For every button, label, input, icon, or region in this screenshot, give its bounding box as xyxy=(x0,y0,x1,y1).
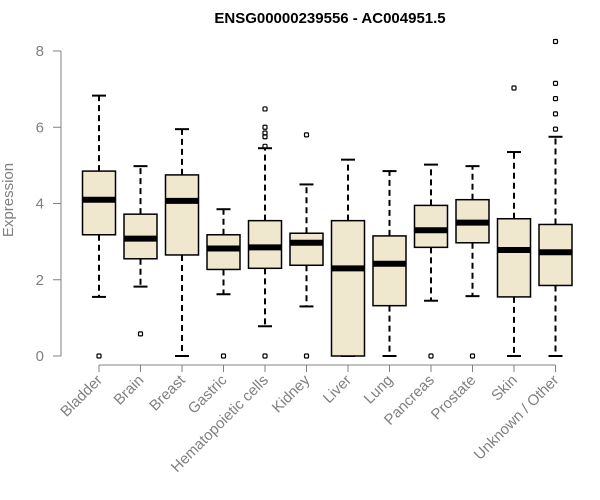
box xyxy=(496,218,532,298)
box xyxy=(372,235,407,307)
y-tick-label: 8 xyxy=(36,43,44,60)
x-tick-label: Breast xyxy=(146,371,189,414)
chart-title: ENSG00000239556 - AC004951.5 xyxy=(214,10,445,27)
y-tick-label: 0 xyxy=(36,348,44,365)
x-tick-label: Prostate xyxy=(428,372,480,424)
outlier-point xyxy=(552,96,559,102)
outlier-point xyxy=(262,130,268,136)
outlier-point xyxy=(220,353,227,359)
box xyxy=(164,174,200,256)
y-tick-label: 4 xyxy=(36,196,44,213)
box xyxy=(81,170,117,236)
outlier-point xyxy=(552,111,559,117)
box-group xyxy=(538,38,573,357)
x-tick-label: Liver xyxy=(320,372,355,407)
box-group xyxy=(81,94,117,359)
outlier-point xyxy=(428,353,434,359)
x-tick-label: Skin xyxy=(488,372,521,405)
x-tick-label: Bladder xyxy=(57,372,106,421)
outlier-point xyxy=(262,106,268,112)
x-tick-label: Brain xyxy=(111,372,148,409)
box-group xyxy=(123,165,158,337)
outlier-point xyxy=(262,353,268,359)
box-group xyxy=(164,128,200,357)
outlier-point xyxy=(96,353,102,359)
outlier-point xyxy=(552,38,559,45)
box-group xyxy=(455,165,490,359)
outlier-point xyxy=(511,85,517,91)
plot-area xyxy=(81,38,573,359)
y-tick-label: 2 xyxy=(36,272,44,289)
outlier-point xyxy=(137,331,144,337)
outlier-point xyxy=(552,126,559,132)
box-group xyxy=(289,132,324,359)
box xyxy=(330,219,366,357)
outlier-point xyxy=(303,132,310,138)
y-axis: 0 2 4 6 8 xyxy=(36,43,62,365)
box-group xyxy=(413,163,449,359)
box xyxy=(289,232,324,267)
box-group xyxy=(330,158,366,357)
box-group xyxy=(206,208,241,359)
y-tick-label: 6 xyxy=(36,119,44,136)
box-group xyxy=(372,170,407,357)
outlier-point xyxy=(552,80,559,87)
box xyxy=(206,234,241,271)
x-tick-label: Kidney xyxy=(269,371,314,416)
y-axis-label: Expression xyxy=(0,163,17,237)
box-group xyxy=(247,106,283,359)
outlier-point xyxy=(469,353,476,359)
outlier-point xyxy=(303,353,310,359)
box-group xyxy=(496,85,532,357)
box xyxy=(413,204,449,249)
outlier-point xyxy=(262,124,268,130)
x-tick-label: Lung xyxy=(361,372,397,408)
outlier-point xyxy=(262,143,268,149)
